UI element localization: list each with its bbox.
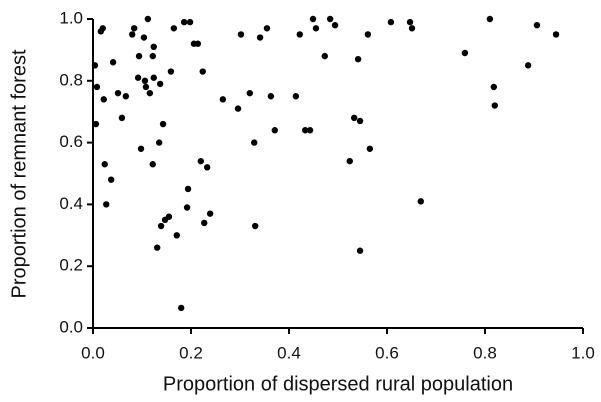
point [186, 18, 194, 26]
point [103, 201, 110, 208]
point [364, 31, 372, 38]
point [206, 210, 214, 217]
point [157, 222, 165, 230]
point [153, 244, 161, 251]
point [146, 89, 154, 97]
point [251, 139, 258, 146]
x-tick-label: 0.6 [375, 343, 399, 362]
point [251, 222, 259, 230]
point [99, 25, 107, 32]
point [219, 96, 227, 103]
point [141, 77, 149, 85]
point [93, 83, 101, 91]
point [203, 164, 211, 171]
point [246, 89, 253, 97]
point [92, 120, 100, 128]
point [118, 114, 126, 122]
y-tick-label: 0.4 [59, 194, 83, 213]
point [387, 18, 395, 26]
x-tick-label: 0.8 [473, 343, 497, 362]
point [321, 52, 328, 60]
point [524, 62, 532, 69]
point [356, 247, 364, 254]
point [194, 40, 202, 47]
point [417, 198, 425, 205]
y-tick-label: 1.0 [59, 8, 83, 27]
point [490, 83, 498, 91]
point [331, 21, 339, 29]
point [134, 74, 142, 81]
point [137, 145, 145, 152]
point [150, 74, 157, 81]
point [155, 139, 163, 146]
point [142, 83, 150, 91]
point [356, 117, 364, 125]
point [201, 219, 208, 227]
point [107, 176, 115, 183]
point [167, 68, 175, 75]
point [486, 15, 494, 23]
point [184, 185, 192, 193]
point [150, 43, 157, 51]
point [159, 120, 167, 128]
point [267, 93, 275, 100]
y-tick-label: 0.0 [59, 317, 83, 336]
x-axis-label: Proportion of dispersed rural population [163, 373, 513, 395]
point [491, 102, 498, 109]
point [149, 52, 156, 60]
point [91, 62, 99, 69]
point [199, 68, 206, 75]
y-tick-label: 0.6 [59, 132, 83, 151]
point [156, 80, 164, 88]
point [234, 105, 242, 112]
point [135, 52, 143, 60]
y-axis-label: Proportion of remnant forest [8, 49, 30, 298]
x-tick-label: 0.2 [179, 343, 203, 362]
point [149, 161, 156, 168]
point [263, 25, 271, 32]
point [122, 93, 130, 100]
point [237, 31, 245, 38]
point [301, 127, 309, 134]
x-tick-label: 0.0 [81, 343, 105, 362]
point [180, 18, 188, 26]
point [256, 34, 264, 41]
point [350, 114, 358, 122]
point [312, 25, 320, 32]
point [173, 232, 180, 239]
point [354, 55, 362, 63]
point [346, 157, 353, 165]
point [170, 25, 178, 32]
point [114, 89, 122, 97]
point [165, 213, 173, 220]
point [183, 204, 191, 211]
point [408, 25, 416, 32]
point [129, 31, 136, 38]
point [292, 93, 300, 100]
point [461, 49, 469, 57]
point [306, 127, 314, 134]
point [296, 31, 303, 38]
point [140, 34, 148, 41]
point [101, 161, 108, 168]
point [144, 15, 152, 23]
point [309, 15, 317, 23]
point [109, 59, 117, 66]
x-tick-label: 0.4 [277, 343, 301, 362]
y-tick-label: 0.2 [59, 256, 83, 275]
y-tick-label: 0.8 [59, 70, 83, 89]
point [326, 15, 334, 23]
x-tick-label: 1.0 [571, 343, 595, 362]
point [178, 304, 185, 312]
point [130, 25, 138, 32]
point [533, 21, 541, 29]
point [197, 157, 204, 165]
point [271, 127, 278, 134]
point [100, 96, 107, 103]
point [552, 31, 560, 38]
point [366, 145, 374, 152]
point [406, 18, 414, 26]
